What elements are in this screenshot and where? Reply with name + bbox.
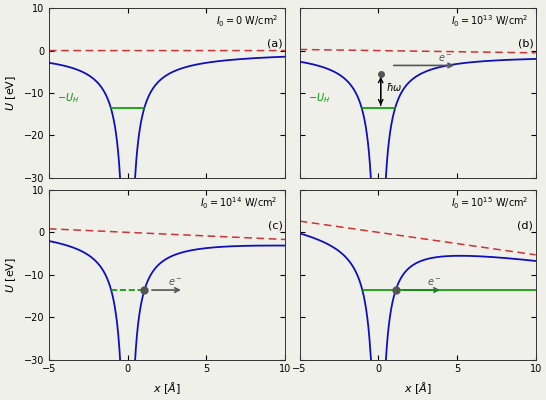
Text: (b): (b) — [518, 39, 533, 49]
Y-axis label: $U$ [eV]: $U$ [eV] — [4, 75, 18, 111]
Text: $\hbar\omega$: $\hbar\omega$ — [386, 81, 403, 93]
X-axis label: $x$ [$\AA$]: $x$ [$\AA$] — [153, 380, 181, 396]
Text: $-U_H$: $-U_H$ — [57, 91, 79, 105]
Text: (a): (a) — [267, 39, 283, 49]
Text: $I_0 = 10^{14}$ W/cm$^2$: $I_0 = 10^{14}$ W/cm$^2$ — [200, 195, 278, 211]
Text: $e^-$: $e^-$ — [438, 54, 453, 64]
Y-axis label: $U$ [eV]: $U$ [eV] — [4, 257, 18, 293]
Text: $e^-$: $e^-$ — [427, 277, 442, 288]
Text: $e^-$: $e^-$ — [168, 277, 183, 288]
Text: $-U_H$: $-U_H$ — [307, 91, 330, 105]
Text: $I_0 = 0$ W/cm$^2$: $I_0 = 0$ W/cm$^2$ — [216, 13, 278, 29]
Text: $I_0 = 10^{15}$ W/cm$^2$: $I_0 = 10^{15}$ W/cm$^2$ — [451, 195, 529, 211]
X-axis label: $x$ [$\AA$]: $x$ [$\AA$] — [404, 380, 431, 396]
Text: $I_0 = 10^{13}$ W/cm$^2$: $I_0 = 10^{13}$ W/cm$^2$ — [451, 13, 529, 29]
Text: (d): (d) — [518, 220, 533, 230]
Text: (c): (c) — [268, 220, 283, 230]
